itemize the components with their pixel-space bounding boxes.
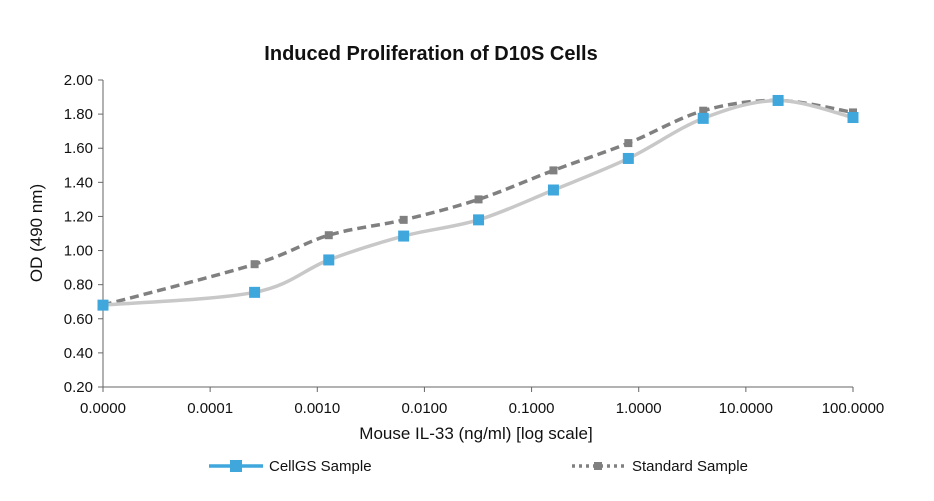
legend: CellGS Sample Standard Sample bbox=[209, 458, 748, 475]
data-point bbox=[474, 195, 483, 204]
y-tick-label: 0.40 bbox=[64, 345, 93, 362]
x-tick-label: 0.0010 bbox=[294, 400, 340, 417]
data-point bbox=[249, 286, 261, 298]
data-point bbox=[772, 94, 784, 106]
axes bbox=[98, 79, 854, 392]
data-point bbox=[97, 299, 109, 311]
y-tick-label: 2.00 bbox=[64, 72, 93, 89]
x-tick-label: 0.0000 bbox=[80, 400, 126, 417]
series-layer bbox=[97, 94, 859, 311]
data-point bbox=[547, 184, 559, 196]
data-point bbox=[398, 230, 410, 242]
y-tick-label: 0.60 bbox=[64, 311, 93, 328]
y-tick-label: 0.80 bbox=[64, 277, 93, 294]
data-point bbox=[622, 152, 634, 164]
data-point bbox=[473, 214, 485, 226]
x-tick-label: 10.0000 bbox=[719, 400, 773, 417]
x-tick-label: 100.0000 bbox=[822, 400, 885, 417]
legend-label: Standard Sample bbox=[632, 458, 748, 475]
data-point bbox=[624, 139, 633, 148]
series-line bbox=[102, 98, 854, 307]
x-tick-label: 0.1000 bbox=[509, 400, 555, 417]
x-tick-label: 1.0000 bbox=[616, 400, 662, 417]
chart-title: Induced Proliferation of D10S Cells bbox=[264, 43, 597, 65]
y-tick-label: 1.60 bbox=[64, 140, 93, 157]
legend-swatch-marker bbox=[594, 462, 602, 470]
legend-item-standard: Standard Sample bbox=[572, 458, 748, 475]
y-tick-label: 1.00 bbox=[64, 243, 93, 260]
y-tick-label: 0.20 bbox=[64, 379, 93, 396]
x-tick-labels: 0.0000 0.0001 0.0010 0.0100 0.1000 1.0000 10.0… bbox=[80, 400, 884, 417]
data-point bbox=[699, 106, 708, 115]
series-line bbox=[102, 98, 854, 307]
y-tick-label: 1.80 bbox=[64, 106, 93, 123]
y-tick-label: 1.40 bbox=[64, 174, 93, 191]
x-tick-label: 0.0001 bbox=[187, 400, 233, 417]
legend-swatch-marker bbox=[230, 460, 242, 472]
x-axis-label: Mouse IL-33 (ng/ml) [log scale] bbox=[359, 424, 592, 443]
data-point bbox=[324, 231, 333, 240]
legend-label: CellGS Sample bbox=[269, 458, 372, 475]
x-tick-label: 0.0100 bbox=[401, 400, 447, 417]
data-point bbox=[549, 166, 558, 175]
legend-item-cellgs: CellGS Sample bbox=[209, 458, 372, 475]
series-standard-sample bbox=[99, 96, 857, 310]
data-point bbox=[697, 112, 709, 124]
y-axis-label: OD (490 nm) bbox=[27, 184, 46, 282]
y-tick-labels: 0.20 0.40 0.60 0.80 1.00 1.20 1.40 1.60 1.80 2.00 bbox=[64, 72, 93, 396]
series-cellgs-sample bbox=[97, 94, 859, 311]
data-point bbox=[323, 254, 335, 266]
y-tick-label: 1.20 bbox=[64, 208, 93, 225]
data-point bbox=[847, 112, 859, 124]
data-point bbox=[399, 215, 408, 224]
data-point bbox=[250, 260, 259, 269]
